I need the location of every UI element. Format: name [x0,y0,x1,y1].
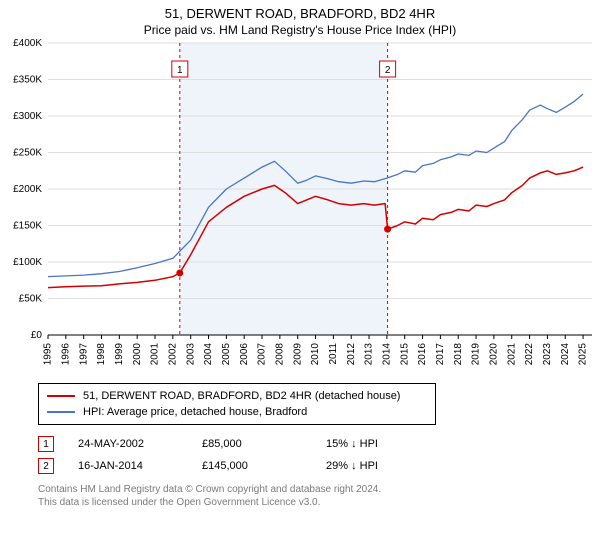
event-badge: 2 [38,458,54,474]
svg-text:2007: 2007 [257,343,268,366]
legend-label: HPI: Average price, detached house, Brad… [83,406,307,418]
svg-text:2025: 2025 [578,343,589,366]
legend: 51, DERWENT ROAD, BRADFORD, BD2 4HR (det… [38,383,436,425]
legend-item: 51, DERWENT ROAD, BRADFORD, BD2 4HR (det… [47,388,427,404]
svg-text:£300K: £300K [13,111,42,122]
svg-text:2003: 2003 [185,343,196,366]
title-line-2: Price paid vs. HM Land Registry's House … [0,23,600,37]
legend-swatch [47,395,75,397]
legend-item: HPI: Average price, detached house, Brad… [47,404,427,420]
svg-text:2023: 2023 [542,343,553,366]
svg-text:1995: 1995 [43,343,54,366]
svg-text:2010: 2010 [310,343,321,366]
event-diff: 29% ↓ HPI [326,460,426,472]
svg-text:£100K: £100K [13,257,42,268]
svg-text:1997: 1997 [78,343,89,366]
svg-text:£400K: £400K [13,38,42,49]
legend-label: 51, DERWENT ROAD, BRADFORD, BD2 4HR (det… [83,390,400,402]
svg-text:2012: 2012 [346,343,357,366]
svg-text:£350K: £350K [13,75,42,86]
title-line-1: 51, DERWENT ROAD, BRADFORD, BD2 4HR [0,6,600,21]
event-diff: 15% ↓ HPI [326,438,426,450]
svg-text:1998: 1998 [96,343,107,366]
event-date: 16-JAN-2014 [78,460,178,472]
svg-text:2009: 2009 [292,343,303,366]
line-chart-svg: £0 £50K £100K £150K £200K £250K £300K £350K £400… [0,37,600,377]
svg-text:2019: 2019 [471,343,482,366]
svg-text:2021: 2021 [506,343,517,366]
svg-text:2005: 2005 [221,343,232,366]
svg-text:2013: 2013 [364,343,375,366]
legend-swatch [47,411,75,413]
svg-text:2016: 2016 [417,343,428,366]
chart-container: { "title_line1": "51, DERWENT ROAD, BRAD… [0,0,600,515]
svg-text:2000: 2000 [132,343,143,366]
svg-text:2: 2 [385,65,391,76]
svg-text:£0: £0 [31,330,43,341]
svg-text:2018: 2018 [453,343,464,366]
event-price: £145,000 [202,460,302,472]
svg-text:2015: 2015 [399,343,410,366]
svg-text:1: 1 [177,65,183,76]
svg-text:1996: 1996 [60,343,71,366]
event-date: 24-MAY-2002 [78,438,178,450]
svg-text:£50K: £50K [19,294,43,305]
svg-text:£200K: £200K [13,184,42,195]
svg-text:2024: 2024 [560,343,571,366]
event-row: 2 16-JAN-2014 £145,000 29% ↓ HPI [38,455,600,477]
svg-text:2006: 2006 [239,343,250,366]
svg-text:2022: 2022 [524,343,535,366]
footer-line-2: This data is licensed under the Open Gov… [38,496,600,509]
svg-text:£250K: £250K [13,148,42,159]
svg-text:2002: 2002 [167,343,178,366]
svg-text:2014: 2014 [382,343,393,366]
svg-text:2001: 2001 [150,343,161,366]
chart-titles: 51, DERWENT ROAD, BRADFORD, BD2 4HR Pric… [0,0,600,37]
event-row: 1 24-MAY-2002 £85,000 15% ↓ HPI [38,433,600,455]
svg-text:2004: 2004 [203,343,214,366]
svg-text:2020: 2020 [489,343,500,366]
svg-text:2011: 2011 [328,343,339,365]
chart-plot: £0 £50K £100K £150K £200K £250K £300K £350K £400… [0,37,600,377]
event-badge: 1 [38,436,54,452]
footer-line-1: Contains HM Land Registry data © Crown c… [38,483,600,496]
svg-text:2017: 2017 [435,343,446,366]
footer-attribution: Contains HM Land Registry data © Crown c… [38,483,600,515]
svg-text:2008: 2008 [275,343,286,366]
event-table: 1 24-MAY-2002 £85,000 15% ↓ HPI 2 16-JAN-2014… [38,433,600,477]
svg-text:£150K: £150K [13,221,42,232]
event-price: £85,000 [202,438,302,450]
svg-text:1999: 1999 [114,343,125,366]
